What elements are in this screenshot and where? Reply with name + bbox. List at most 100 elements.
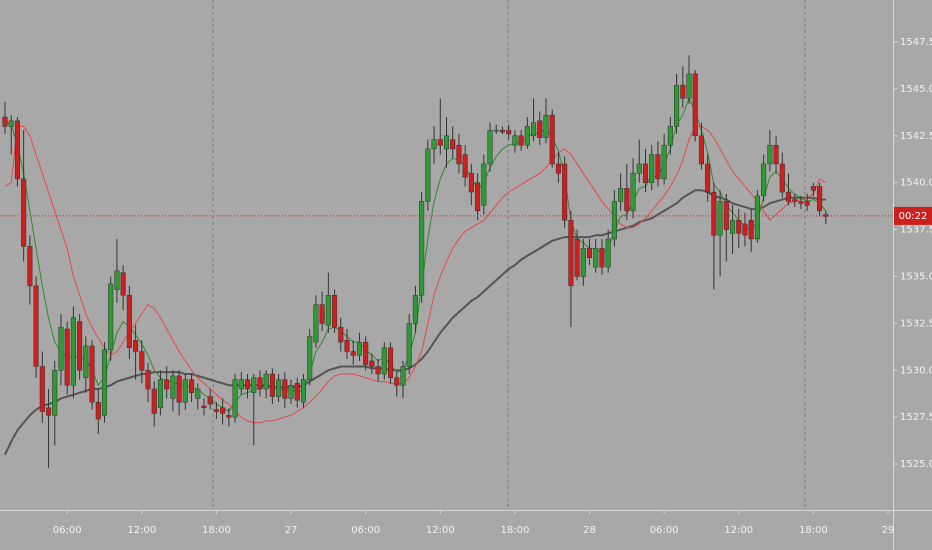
candle-body bbox=[817, 186, 823, 212]
candle-body bbox=[450, 139, 456, 150]
candles bbox=[2, 55, 829, 468]
candle-body bbox=[674, 84, 680, 127]
candle-body bbox=[549, 114, 555, 165]
candle-body bbox=[139, 351, 145, 371]
candle-body bbox=[692, 73, 698, 137]
y-tick-label: 1530.00 bbox=[900, 365, 932, 376]
candle-body bbox=[126, 294, 132, 349]
candle-body bbox=[655, 154, 661, 180]
price-label: 00:22 bbox=[899, 211, 928, 222]
x-tick-label: 29 bbox=[882, 525, 895, 536]
candle-body bbox=[667, 126, 673, 146]
candle-body bbox=[21, 178, 27, 247]
candle-body bbox=[468, 173, 474, 193]
candle-body bbox=[201, 405, 207, 409]
session-separators bbox=[212, 0, 806, 510]
candle-body bbox=[33, 285, 39, 367]
candle-body bbox=[798, 201, 804, 204]
candle-body bbox=[599, 248, 605, 268]
candle-body bbox=[14, 120, 20, 180]
candle-body bbox=[220, 407, 226, 414]
candle-body bbox=[325, 294, 331, 326]
candle-body bbox=[269, 373, 275, 397]
candle-body bbox=[779, 163, 785, 193]
candle-body bbox=[493, 129, 499, 132]
candle-body bbox=[394, 377, 400, 386]
candle-body bbox=[282, 379, 288, 399]
y-tick-label: 1547.50 bbox=[900, 37, 932, 48]
candle-body bbox=[705, 163, 711, 193]
candle-body bbox=[350, 351, 356, 356]
candle-body bbox=[151, 388, 157, 414]
x-tick-label: 27 bbox=[285, 525, 298, 536]
candle-body bbox=[332, 294, 338, 328]
x-tick-label: 12:00 bbox=[724, 525, 753, 536]
y-tick-label: 1532.50 bbox=[900, 318, 932, 329]
x-tick-label: 18:00 bbox=[799, 525, 828, 536]
candle-body bbox=[387, 347, 394, 379]
candle-body bbox=[419, 201, 425, 296]
candle-body bbox=[487, 129, 493, 165]
candle-body bbox=[120, 272, 126, 296]
candle-body bbox=[238, 379, 244, 390]
candle-body bbox=[369, 360, 375, 367]
y-tick-label: 1545.00 bbox=[900, 84, 932, 95]
candle-body bbox=[462, 154, 468, 178]
candle-body bbox=[89, 345, 95, 403]
candle-body bbox=[39, 366, 45, 412]
candle-body bbox=[195, 388, 201, 399]
candle-body bbox=[64, 328, 70, 386]
candle-body bbox=[400, 366, 406, 386]
x-tick-label: 06:00 bbox=[53, 525, 82, 536]
candle-body bbox=[624, 188, 630, 212]
y-tick-label: 1542.50 bbox=[900, 131, 932, 142]
candle-body bbox=[512, 135, 518, 146]
candle-body bbox=[804, 201, 810, 206]
candle-body bbox=[574, 238, 580, 277]
candle-body bbox=[307, 336, 313, 380]
x-tick-label: 28 bbox=[583, 525, 596, 536]
candle-body bbox=[555, 163, 561, 174]
candle-body bbox=[8, 120, 14, 127]
candle-body bbox=[257, 377, 263, 390]
candle-body bbox=[568, 219, 574, 287]
candle-body bbox=[319, 304, 325, 324]
x-tick-label: 12:00 bbox=[127, 525, 156, 536]
candle-body bbox=[412, 294, 418, 324]
candle-body bbox=[499, 129, 506, 133]
candle-body bbox=[95, 401, 101, 420]
candle-body bbox=[232, 379, 238, 418]
candle-body bbox=[661, 144, 667, 180]
candle-body bbox=[244, 379, 251, 390]
candle-body bbox=[792, 199, 798, 202]
candle-body bbox=[475, 182, 481, 212]
candle-body bbox=[711, 191, 717, 236]
candle-body bbox=[754, 195, 760, 240]
candle-body bbox=[77, 321, 83, 371]
candle-body bbox=[562, 163, 568, 221]
candle-body bbox=[481, 163, 487, 206]
candle-body bbox=[431, 139, 437, 150]
candle-body bbox=[729, 219, 736, 234]
y-tick-label: 1540.00 bbox=[900, 178, 932, 189]
candle-body bbox=[810, 186, 816, 191]
candle-body bbox=[586, 248, 593, 258]
candle-body bbox=[767, 144, 773, 165]
y-tick-label: 1527.50 bbox=[900, 412, 932, 423]
x-tick-label: 18:00 bbox=[500, 525, 529, 536]
candle-body bbox=[288, 385, 294, 399]
candle-body bbox=[27, 246, 33, 287]
candle-body bbox=[176, 375, 182, 403]
candle-body bbox=[83, 345, 89, 379]
candle-body bbox=[133, 340, 139, 352]
candle-body bbox=[580, 248, 586, 277]
candle-body bbox=[443, 135, 450, 150]
candle-body bbox=[70, 317, 76, 386]
candle-body bbox=[188, 379, 195, 394]
candle-body bbox=[618, 188, 624, 202]
candle-body bbox=[344, 340, 350, 352]
candle-body bbox=[294, 383, 300, 401]
candle-body bbox=[381, 347, 387, 375]
